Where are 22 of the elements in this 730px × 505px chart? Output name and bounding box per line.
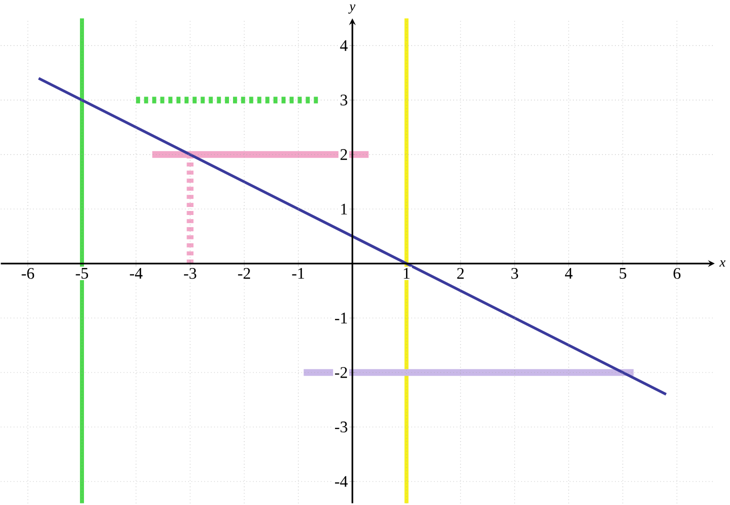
y-tick-label: 3 bbox=[340, 94, 348, 106]
x-tick-label: 1 bbox=[404, 268, 410, 279]
y-tick-label: -3 bbox=[335, 421, 348, 432]
x-tick-label: 4 bbox=[565, 268, 573, 279]
x-tick-label: -2 bbox=[238, 268, 250, 279]
x-tick-label: 2 bbox=[457, 268, 464, 279]
x-tick-label: -1 bbox=[292, 268, 304, 279]
y-tick-label: 1 bbox=[341, 204, 347, 214]
y-tick-label: 2 bbox=[340, 149, 347, 160]
x-tick-label: -3 bbox=[184, 268, 196, 279]
y-tick-label: 4 bbox=[340, 40, 348, 51]
x-tick-label: 3 bbox=[511, 268, 518, 279]
y-tick-label: -4 bbox=[335, 476, 348, 487]
x-tick-label: 5 bbox=[620, 268, 626, 279]
x-tick-label: -6 bbox=[22, 268, 34, 279]
x-tick-label: -5 bbox=[76, 268, 88, 279]
y-tick-label: -1 bbox=[335, 312, 347, 324]
x-tick-label: 6 bbox=[674, 268, 680, 279]
x-tick-label: -4 bbox=[130, 268, 143, 279]
y-tick-label: -2 bbox=[335, 366, 347, 378]
x-axis-title: x bbox=[719, 260, 726, 266]
y-axis-title: y bbox=[348, 4, 356, 14]
